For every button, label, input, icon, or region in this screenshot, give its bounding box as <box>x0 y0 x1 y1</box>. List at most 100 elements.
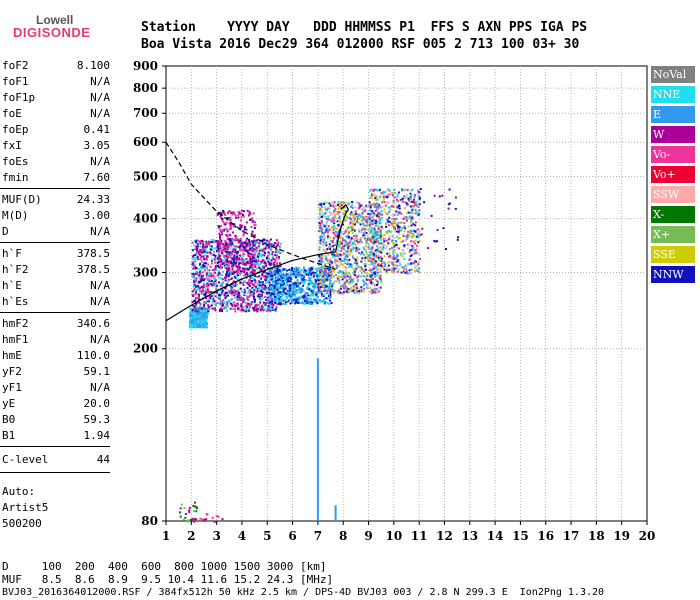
echo-point <box>188 511 191 514</box>
echo-point <box>363 263 366 266</box>
echo-point <box>236 254 239 257</box>
echo-point <box>263 259 266 262</box>
echo-point <box>333 222 336 225</box>
echo-point <box>387 264 390 267</box>
echo-point <box>195 307 198 310</box>
echo-point <box>346 271 348 274</box>
echo-point <box>244 261 247 264</box>
echo-point <box>229 228 231 231</box>
echo-point <box>253 292 256 295</box>
echo-point <box>213 300 216 303</box>
echo-point <box>366 272 369 275</box>
echo-point <box>202 242 204 245</box>
echo-point <box>262 248 265 251</box>
echo-point <box>359 239 362 242</box>
echo-point <box>378 226 381 228</box>
echo-point <box>221 261 224 264</box>
echo-point <box>263 295 266 298</box>
echo-point <box>418 267 421 270</box>
echo-point <box>315 272 318 275</box>
echo-point <box>209 297 212 300</box>
echo-point <box>404 215 407 218</box>
echo-point <box>337 255 340 258</box>
echo-point <box>337 203 340 206</box>
echo-point <box>237 290 240 293</box>
param-row-ye: yE 20.0 <box>2 396 110 412</box>
echo-point <box>344 255 347 258</box>
param-name: B0 <box>2 413 16 426</box>
echo-point <box>348 251 351 254</box>
echo-point <box>297 298 300 301</box>
echo-point <box>400 212 403 215</box>
echo-point <box>404 271 407 274</box>
param-value: N/A <box>90 295 110 308</box>
echo-point <box>360 260 363 263</box>
echo-point <box>326 289 328 292</box>
echo-point <box>213 269 216 271</box>
x-tick-label: 3 <box>212 529 220 543</box>
echo-point <box>342 264 345 267</box>
echo-point <box>219 308 222 311</box>
echo-point <box>349 240 352 243</box>
echo-point <box>352 289 355 292</box>
echo-point <box>396 254 399 257</box>
echo-point <box>376 206 379 209</box>
echo-point <box>332 248 335 251</box>
echo-point <box>240 259 243 262</box>
echo-point <box>323 277 326 280</box>
echo-point <box>227 246 230 249</box>
echo-point <box>403 225 406 228</box>
echo-point <box>242 252 245 255</box>
echo-point <box>297 285 300 288</box>
echo-point <box>276 242 279 245</box>
echo-point <box>198 276 201 279</box>
echo-point <box>339 240 342 243</box>
echo-point <box>321 268 324 271</box>
echo-point <box>338 224 341 227</box>
echo-point <box>419 258 422 260</box>
echo-point <box>318 273 321 276</box>
echo-point <box>275 282 278 285</box>
echo-point <box>337 271 340 274</box>
echo-point <box>297 281 300 284</box>
echo-point <box>381 201 384 204</box>
echo-point <box>336 220 339 223</box>
echo-point <box>245 264 248 267</box>
echo-point <box>364 215 367 218</box>
echo-point <box>322 284 325 287</box>
echo-point <box>377 256 380 259</box>
echo-point <box>244 263 247 266</box>
param-row-fof1p: foF1p N/A <box>2 90 110 106</box>
echo-point <box>316 268 318 271</box>
echo-point <box>396 246 399 249</box>
echo-point <box>403 266 406 269</box>
echo-point <box>283 275 286 278</box>
echo-point <box>377 216 380 219</box>
param-value: 8.100 <box>76 59 110 72</box>
echo-point <box>359 205 362 208</box>
param-row-hes: h`Es N/A <box>2 294 110 310</box>
echo-point <box>365 204 368 206</box>
echo-point <box>441 194 444 197</box>
echo-point <box>362 228 365 231</box>
echo-point <box>392 252 394 255</box>
echo-point <box>343 272 346 275</box>
echo-point <box>227 289 230 292</box>
echo-point <box>270 293 273 296</box>
echo-point <box>382 243 385 246</box>
echo-point <box>200 256 203 259</box>
echo-point <box>354 283 357 286</box>
echo-point <box>365 278 368 281</box>
echo-point <box>367 234 369 237</box>
param-name: h`Es <box>2 295 29 308</box>
echo-point <box>200 321 203 324</box>
echo-point <box>253 240 256 243</box>
echo-point <box>277 291 280 294</box>
echo-point <box>418 191 421 194</box>
echo-point <box>232 244 235 247</box>
echo-point <box>198 324 201 327</box>
echo-point <box>265 301 268 304</box>
echo-point <box>267 276 270 279</box>
echo-point <box>379 256 382 259</box>
echo-point <box>370 212 373 215</box>
